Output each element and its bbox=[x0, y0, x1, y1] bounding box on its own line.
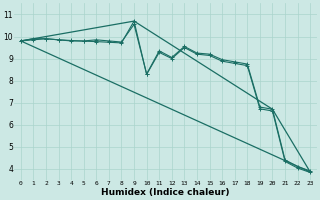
X-axis label: Humidex (Indice chaleur): Humidex (Indice chaleur) bbox=[101, 188, 230, 197]
